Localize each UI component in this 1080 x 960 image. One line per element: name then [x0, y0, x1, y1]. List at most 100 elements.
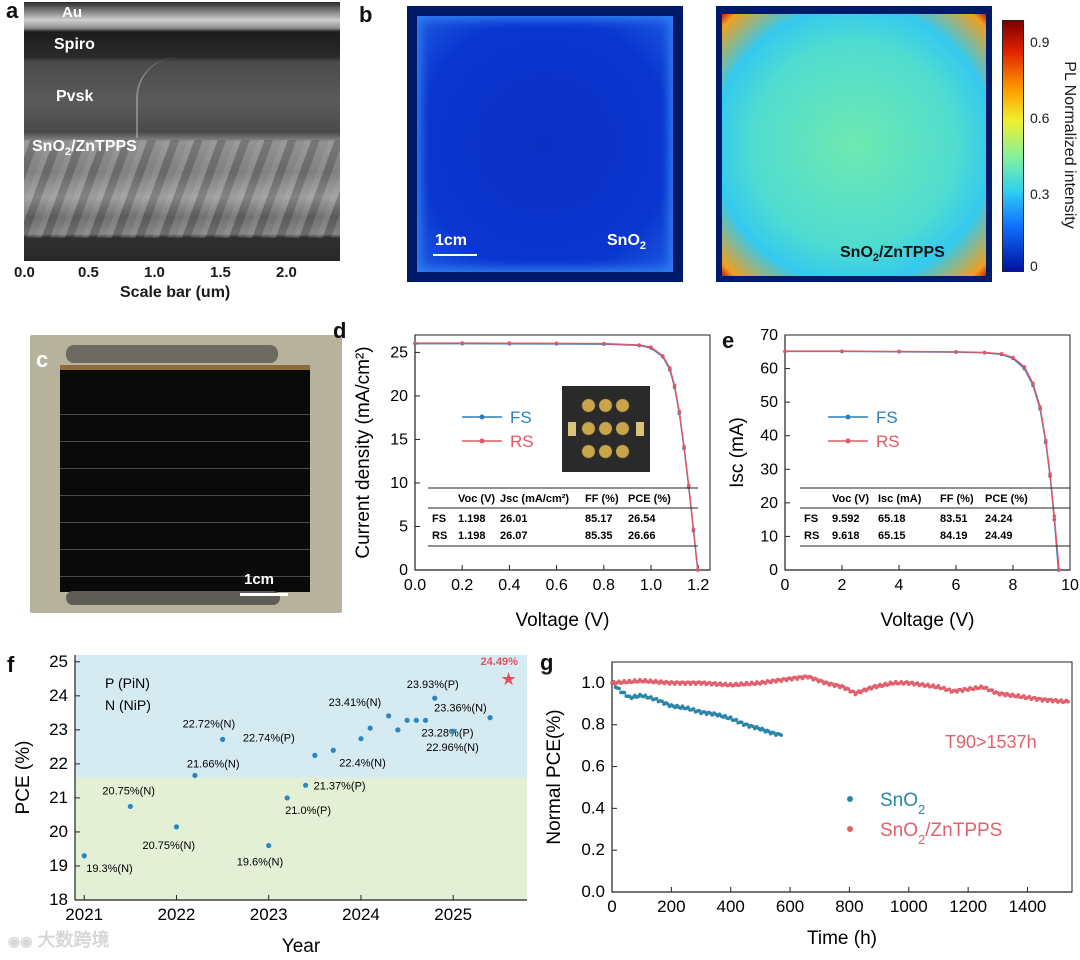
jv-rs-point [682, 444, 686, 449]
stability-zntpps-point [846, 687, 851, 691]
panel-c-letter: c [36, 347, 49, 372]
jv-rs-point [602, 341, 606, 346]
layer-label-pvsk: Pvsk [56, 88, 94, 105]
table-cell: 24.49 [985, 530, 1013, 542]
colorbar-tick: 0 [1030, 258, 1038, 274]
stability-zntpps-point [1021, 694, 1026, 698]
sem-grain-texture [24, 140, 340, 238]
iv-fs-line [785, 350, 1060, 571]
device-scribe-lines [60, 388, 310, 588]
pl-map-zntpps-label-tail: /ZnTPPS [879, 244, 945, 261]
pce-point [450, 728, 456, 734]
jv-rs-point [554, 341, 559, 346]
table-cell: 26.54 [628, 513, 656, 525]
table-header: PCE (%) [985, 493, 1028, 505]
panel-a: a Au Spiro Pvsk SnO2/ZnTPPS 0.0 0.5 1.0 … [0, 0, 345, 310]
legend-label-sno2: SnO2 [880, 790, 925, 817]
x-axis-label: Time (h) [807, 928, 877, 949]
jv-rs-point [460, 341, 465, 345]
pce-point-label: 23.93%(P) [407, 679, 459, 691]
x-tick-label: 200 [657, 897, 685, 916]
iv-rs-line [785, 350, 1060, 571]
x-tick-label: 1200 [949, 897, 987, 916]
x-axis-label: Voltage (V) [516, 610, 610, 631]
table-header: Jsc (mA/cm²) [500, 493, 569, 505]
x-tick-label: 0.2 [451, 577, 473, 594]
jv-rs-point [649, 345, 653, 349]
panel-f-letter: f [7, 652, 15, 677]
y-tick-label: 0.6 [581, 757, 605, 776]
table-header: FF (%) [940, 493, 974, 505]
panel-e-letter: e [722, 328, 735, 353]
x-tick-label: 0 [781, 577, 790, 594]
pce-point [81, 853, 87, 859]
colorbar [1002, 20, 1024, 272]
pce-point-label: 23.41%(N) [329, 697, 382, 709]
y-tick-label: 24 [49, 686, 68, 705]
panel-b: b 1cm SnO2 SnO2/ZnTPPS 0.9 0.6 0.3 0 PL … [345, 0, 1080, 310]
table-header: FF (%) [585, 493, 619, 505]
table-cell: 26.66 [628, 530, 656, 542]
chart-pce-history: 2021 2022 2023 2024 20251819202122232425Year… [13, 652, 527, 957]
table-cell: 1.198 [458, 513, 486, 525]
iv-rs-point [840, 349, 844, 353]
x-tick-label: 2024 [342, 905, 380, 924]
stability-sno2-point [649, 695, 653, 699]
scale-tick-label: 0.5 [78, 264, 99, 281]
legend-marker-fs [845, 414, 851, 420]
pl-map-sno2-label-sub: 2 [639, 240, 647, 253]
x-tick-label: 800 [835, 897, 863, 916]
layer-label-spiro: Spiro [54, 36, 95, 53]
layer-label-etl-main: SnO [32, 138, 65, 155]
x-tick-label: 0.6 [545, 577, 567, 594]
x-tick-label: 400 [717, 897, 745, 916]
x-tick-label: 600 [776, 897, 804, 916]
iv-rs-point [1052, 514, 1057, 519]
pce-point-label: 23.36%(N) [434, 703, 487, 715]
stability-sno2-point [691, 707, 696, 711]
iv-rs-point [897, 349, 901, 354]
photo-scalebar [240, 593, 288, 596]
table-header: Voc (V) [458, 493, 495, 505]
pce-point [422, 717, 429, 723]
stability-zntpps-point [936, 684, 941, 688]
stability-sno2-point [697, 708, 701, 713]
pce-point [330, 747, 336, 753]
panel-b-letter: b [359, 2, 373, 27]
stability-sno2-point [622, 690, 627, 695]
photo-scalebar-label: 1cm [244, 571, 275, 588]
pl-map-sno2-label: SnO2 [607, 232, 646, 252]
stability-sno2-point [686, 705, 690, 710]
y-tick-label: 0.8 [581, 715, 605, 734]
y-tick-label: 40 [760, 428, 778, 445]
scale-tick-label: 0.0 [14, 264, 35, 281]
inset-right-contact [636, 422, 644, 436]
legend-nip: N (NiP) [105, 697, 151, 713]
table-cell: FS [432, 513, 446, 525]
scale-tick-label: 1.5 [210, 264, 231, 281]
pce-point [413, 717, 419, 723]
device-active-area [60, 365, 310, 592]
jv-rs-point [686, 483, 691, 488]
stability-zntpps-point [984, 685, 989, 690]
highlight-star: ★ [500, 669, 516, 689]
x-tick-label: 4 [895, 577, 904, 594]
pl-map-sno2-device [417, 16, 673, 272]
table-cell: RS [804, 530, 819, 542]
y-tick-label: 0.0 [581, 882, 605, 901]
region-pin-band [75, 655, 527, 778]
y-tick-label: 5 [399, 518, 408, 535]
pce-point-label: 21.37%(P) [314, 780, 366, 792]
x-tick-label: 1.2 [687, 577, 709, 594]
iv-rs-point [1031, 381, 1035, 386]
panel-c: c 1cm [30, 335, 342, 613]
colorbar-tick: 0.6 [1030, 110, 1050, 126]
legend-label-fs: FS [876, 408, 898, 427]
legend-label-rs: RS [510, 432, 534, 451]
x-axis-label: Voltage (V) [881, 610, 975, 631]
y-axis-label: PCE (%) [13, 741, 34, 815]
jv-rs-point [672, 383, 677, 388]
x-tick-label: 2025 [434, 905, 472, 924]
y-tick-label: 21 [49, 788, 68, 807]
panel-a-letter: a [6, 0, 19, 23]
